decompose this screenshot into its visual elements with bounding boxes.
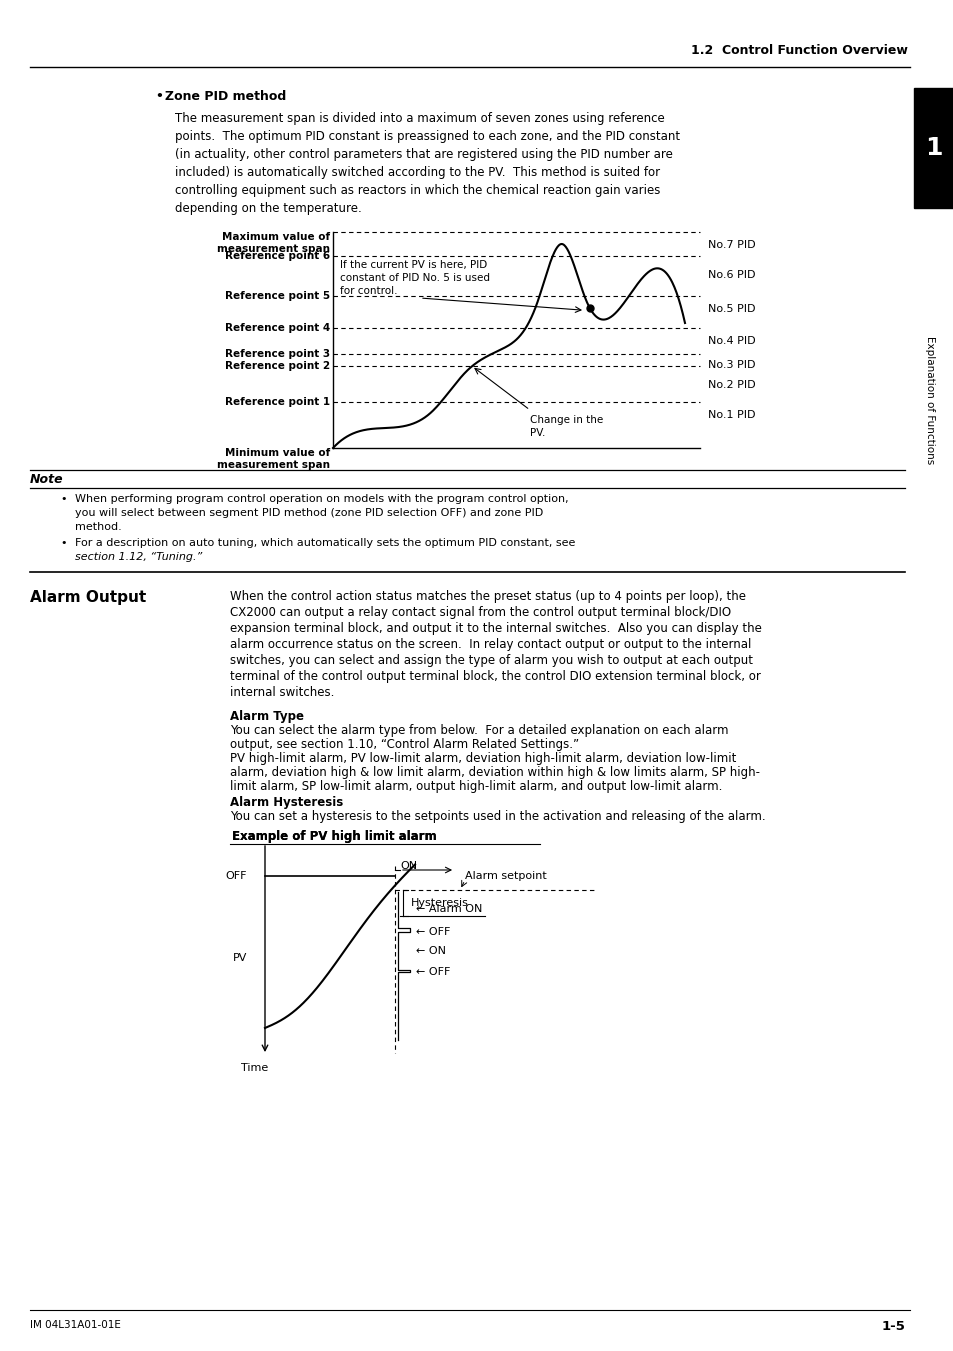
Text: depending on the temperature.: depending on the temperature. xyxy=(174,203,361,215)
Text: When the control action status matches the preset status (up to 4 points per loo: When the control action status matches t… xyxy=(230,590,745,603)
Text: Reference point 5: Reference point 5 xyxy=(225,290,330,301)
Text: •: • xyxy=(60,538,67,549)
Text: expansion terminal block, and output it to the internal switches.  Also you can : expansion terminal block, and output it … xyxy=(230,621,761,635)
Text: No.2 PID: No.2 PID xyxy=(707,380,755,390)
Text: No.4 PID: No.4 PID xyxy=(707,336,755,346)
Text: ← Alarm ON: ← Alarm ON xyxy=(416,904,482,915)
Text: internal switches.: internal switches. xyxy=(230,686,334,698)
Text: you will select between segment PID method (zone PID selection OFF) and zone PID: you will select between segment PID meth… xyxy=(75,508,542,517)
Text: •: • xyxy=(154,91,163,103)
Text: Example of PV high limit alarm: Example of PV high limit alarm xyxy=(228,830,436,843)
Text: output, see section 1.10, “Control Alarm Related Settings.”: output, see section 1.10, “Control Alarm… xyxy=(230,738,578,751)
Text: Alarm Type: Alarm Type xyxy=(230,711,304,723)
Text: alarm, deviation high & low limit alarm, deviation within high & low limits alar: alarm, deviation high & low limit alarm,… xyxy=(230,766,760,780)
Text: •: • xyxy=(60,494,67,504)
Text: Change in the
PV.: Change in the PV. xyxy=(530,415,602,438)
Text: limit alarm, SP low-limit alarm, output high-limit alarm, and output low-limit a: limit alarm, SP low-limit alarm, output … xyxy=(230,780,721,793)
Text: Reference point 3: Reference point 3 xyxy=(225,349,330,359)
Text: 1.2  Control Function Overview: 1.2 Control Function Overview xyxy=(690,43,907,57)
Text: When performing program control operation on models with the program control opt: When performing program control operatio… xyxy=(75,494,568,504)
Text: Reference point 6: Reference point 6 xyxy=(225,251,330,261)
Text: You can set a hysteresis to the setpoints used in the activation and releasing o: You can set a hysteresis to the setpoint… xyxy=(230,811,765,823)
Text: Reference point 1: Reference point 1 xyxy=(225,397,330,407)
Text: (in actuality, other control parameters that are registered using the PID number: (in actuality, other control parameters … xyxy=(174,149,672,161)
Text: PV: PV xyxy=(233,952,247,963)
Text: points.  The optimum PID constant is preassigned to each zone, and the PID const: points. The optimum PID constant is prea… xyxy=(174,130,679,143)
Text: section 1.12, “Tuning.”: section 1.12, “Tuning.” xyxy=(75,553,202,562)
Text: Time: Time xyxy=(241,1063,269,1073)
Text: switches, you can select and assign the type of alarm you wish to output at each: switches, you can select and assign the … xyxy=(230,654,752,667)
Text: Zone PID method: Zone PID method xyxy=(165,91,286,103)
Text: No.1 PID: No.1 PID xyxy=(707,409,755,420)
Text: ← OFF: ← OFF xyxy=(416,967,450,977)
Text: No.6 PID: No.6 PID xyxy=(707,270,755,280)
Text: Reference point 4: Reference point 4 xyxy=(225,323,330,332)
Text: Minimum value of
measurement span: Minimum value of measurement span xyxy=(216,449,330,470)
Text: controlling equipment such as reactors in which the chemical reaction gain varie: controlling equipment such as reactors i… xyxy=(174,184,659,197)
Text: PV high-limit alarm, PV low-limit alarm, deviation high-limit alarm, deviation l: PV high-limit alarm, PV low-limit alarm,… xyxy=(230,753,736,765)
Text: Reference point 2: Reference point 2 xyxy=(225,361,330,372)
Text: ← ON: ← ON xyxy=(416,946,446,957)
Bar xyxy=(913,88,953,208)
Text: ON: ON xyxy=(399,861,416,871)
Text: Alarm setpoint: Alarm setpoint xyxy=(464,871,546,881)
Text: ← OFF: ← OFF xyxy=(416,927,450,938)
Text: Alarm Hysteresis: Alarm Hysteresis xyxy=(230,796,343,809)
Text: If the current PV is here, PID
constant of PID No. 5 is used
for control.: If the current PV is here, PID constant … xyxy=(339,259,490,296)
Text: You can select the alarm type from below.  For a detailed explanation on each al: You can select the alarm type from below… xyxy=(230,724,728,738)
Text: Explanation of Functions: Explanation of Functions xyxy=(924,336,934,465)
Text: OFF: OFF xyxy=(225,871,247,881)
Text: No.3 PID: No.3 PID xyxy=(707,359,755,370)
Text: 1: 1 xyxy=(924,136,942,159)
Text: For a description on auto tuning, which automatically sets the optimum PID const: For a description on auto tuning, which … xyxy=(75,538,575,549)
Text: Maximum value of
measurement span: Maximum value of measurement span xyxy=(216,232,330,254)
Text: included) is automatically switched according to the PV.  This method is suited : included) is automatically switched acco… xyxy=(174,166,659,178)
Text: No.7 PID: No.7 PID xyxy=(707,240,755,250)
Text: Note: Note xyxy=(30,473,64,486)
Text: The measurement span is divided into a maximum of seven zones using reference: The measurement span is divided into a m… xyxy=(174,112,664,126)
Text: alarm occurrence status on the screen.  In relay contact output or output to the: alarm occurrence status on the screen. I… xyxy=(230,638,751,651)
Text: IM 04L31A01-01E: IM 04L31A01-01E xyxy=(30,1320,121,1329)
Text: 1-5: 1-5 xyxy=(881,1320,904,1333)
Text: No.5 PID: No.5 PID xyxy=(707,304,755,313)
Text: Alarm Output: Alarm Output xyxy=(30,590,146,605)
Text: Hysteresis: Hysteresis xyxy=(411,898,468,908)
Text: CX2000 can output a relay contact signal from the control output terminal block/: CX2000 can output a relay contact signal… xyxy=(230,607,730,619)
Text: Example of PV high limit alarm: Example of PV high limit alarm xyxy=(232,830,436,843)
Text: terminal of the control output terminal block, the control DIO extension termina: terminal of the control output terminal … xyxy=(230,670,760,684)
Text: method.: method. xyxy=(75,521,122,532)
